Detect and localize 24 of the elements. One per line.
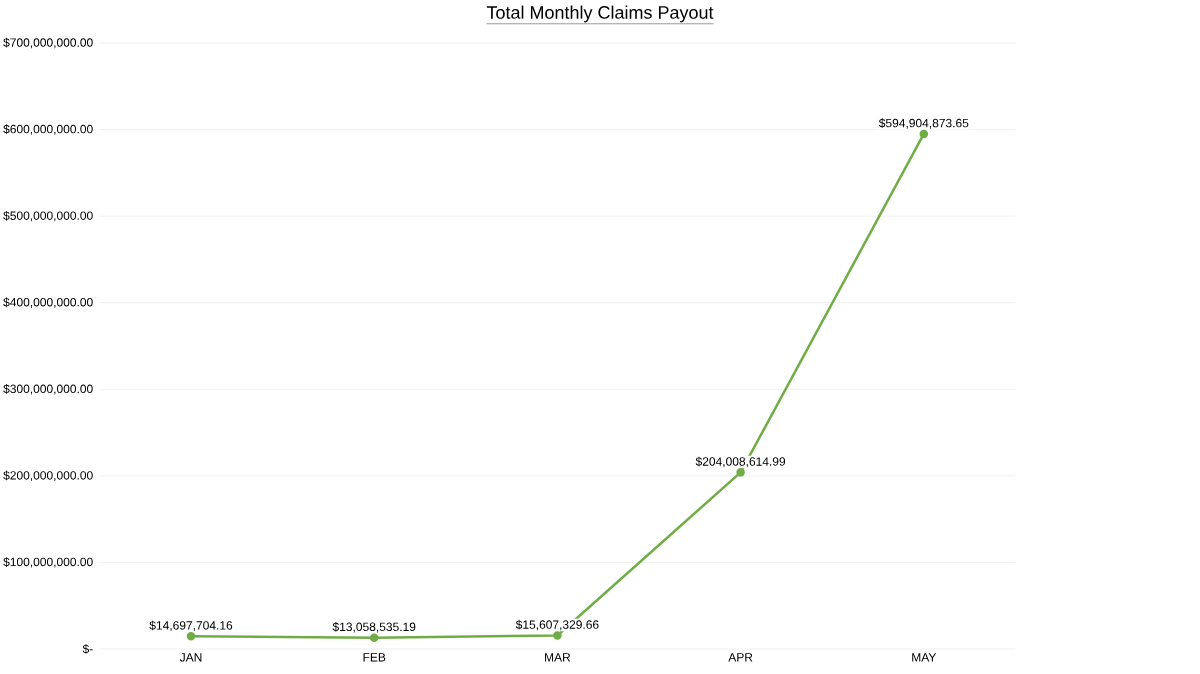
data-label: $15,607,329.66 xyxy=(515,619,599,631)
data-label: $204,008,614.99 xyxy=(695,456,786,468)
point xyxy=(369,633,379,642)
point xyxy=(919,129,929,139)
x-tick-label: APR xyxy=(728,653,753,662)
y-tick-label: $300,000,000.00 xyxy=(3,384,93,395)
y-tick-label: $100,000,000.00 xyxy=(3,557,93,568)
x-tick-label: FEB xyxy=(363,653,386,662)
y-tick-label: $500,000,000.00 xyxy=(3,210,93,222)
data-label: $14,697,704.16 xyxy=(149,620,233,632)
x-tick-label: MAY xyxy=(912,653,937,662)
chart-title: Total Monthly Claims Payout xyxy=(486,5,714,23)
data-label: $594,904,873.65 xyxy=(878,118,969,129)
y-tick-label: $200,000,000.00 xyxy=(3,470,93,482)
y-tick-label: $600,000,000.00 xyxy=(3,124,93,135)
y-tick-label: $400,000,000.00 xyxy=(3,297,93,308)
data-label: $13,058,535.19 xyxy=(332,622,416,633)
point xyxy=(186,632,196,641)
x-tick-label: JAN xyxy=(179,653,202,662)
point xyxy=(736,468,745,477)
y-tick-label: $- xyxy=(82,644,93,654)
x-tick-label: MAR xyxy=(545,653,571,662)
point xyxy=(553,631,562,640)
y-tick-label: $700,000,000.00 xyxy=(3,37,93,49)
